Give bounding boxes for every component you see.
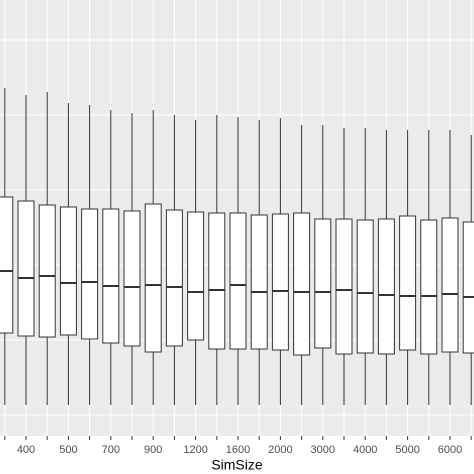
box xyxy=(314,218,332,349)
box xyxy=(229,212,247,350)
x-tick-label: 500 xyxy=(59,444,77,456)
box xyxy=(165,209,183,347)
box xyxy=(0,196,14,334)
x-tick-label: 5000 xyxy=(395,444,419,456)
x-tick-label: 6000 xyxy=(438,444,462,456)
box xyxy=(356,219,374,354)
box xyxy=(271,213,289,351)
x-tick-label: 2000 xyxy=(268,444,292,456)
box xyxy=(293,212,311,356)
box xyxy=(208,212,226,350)
box xyxy=(102,208,120,344)
box xyxy=(462,221,474,354)
x-axis-title: SimSize xyxy=(211,457,263,473)
x-tick-label: 400 xyxy=(17,444,35,456)
x-tick-label: 900 xyxy=(144,444,162,456)
box xyxy=(335,218,353,355)
x-tick-label: 4000 xyxy=(353,444,377,456)
box xyxy=(81,208,99,340)
box xyxy=(123,210,141,347)
box xyxy=(399,215,417,351)
box xyxy=(187,211,205,341)
box xyxy=(144,203,162,353)
box xyxy=(38,204,56,338)
box xyxy=(441,217,459,353)
x-tick-label: 1200 xyxy=(183,444,207,456)
box xyxy=(377,218,395,355)
x-tick-label: 1600 xyxy=(226,444,250,456)
x-tick-label: 700 xyxy=(102,444,120,456)
box xyxy=(250,214,268,350)
box xyxy=(59,206,77,336)
x-tick-label: 3000 xyxy=(311,444,335,456)
box xyxy=(420,219,438,355)
box xyxy=(17,200,35,337)
